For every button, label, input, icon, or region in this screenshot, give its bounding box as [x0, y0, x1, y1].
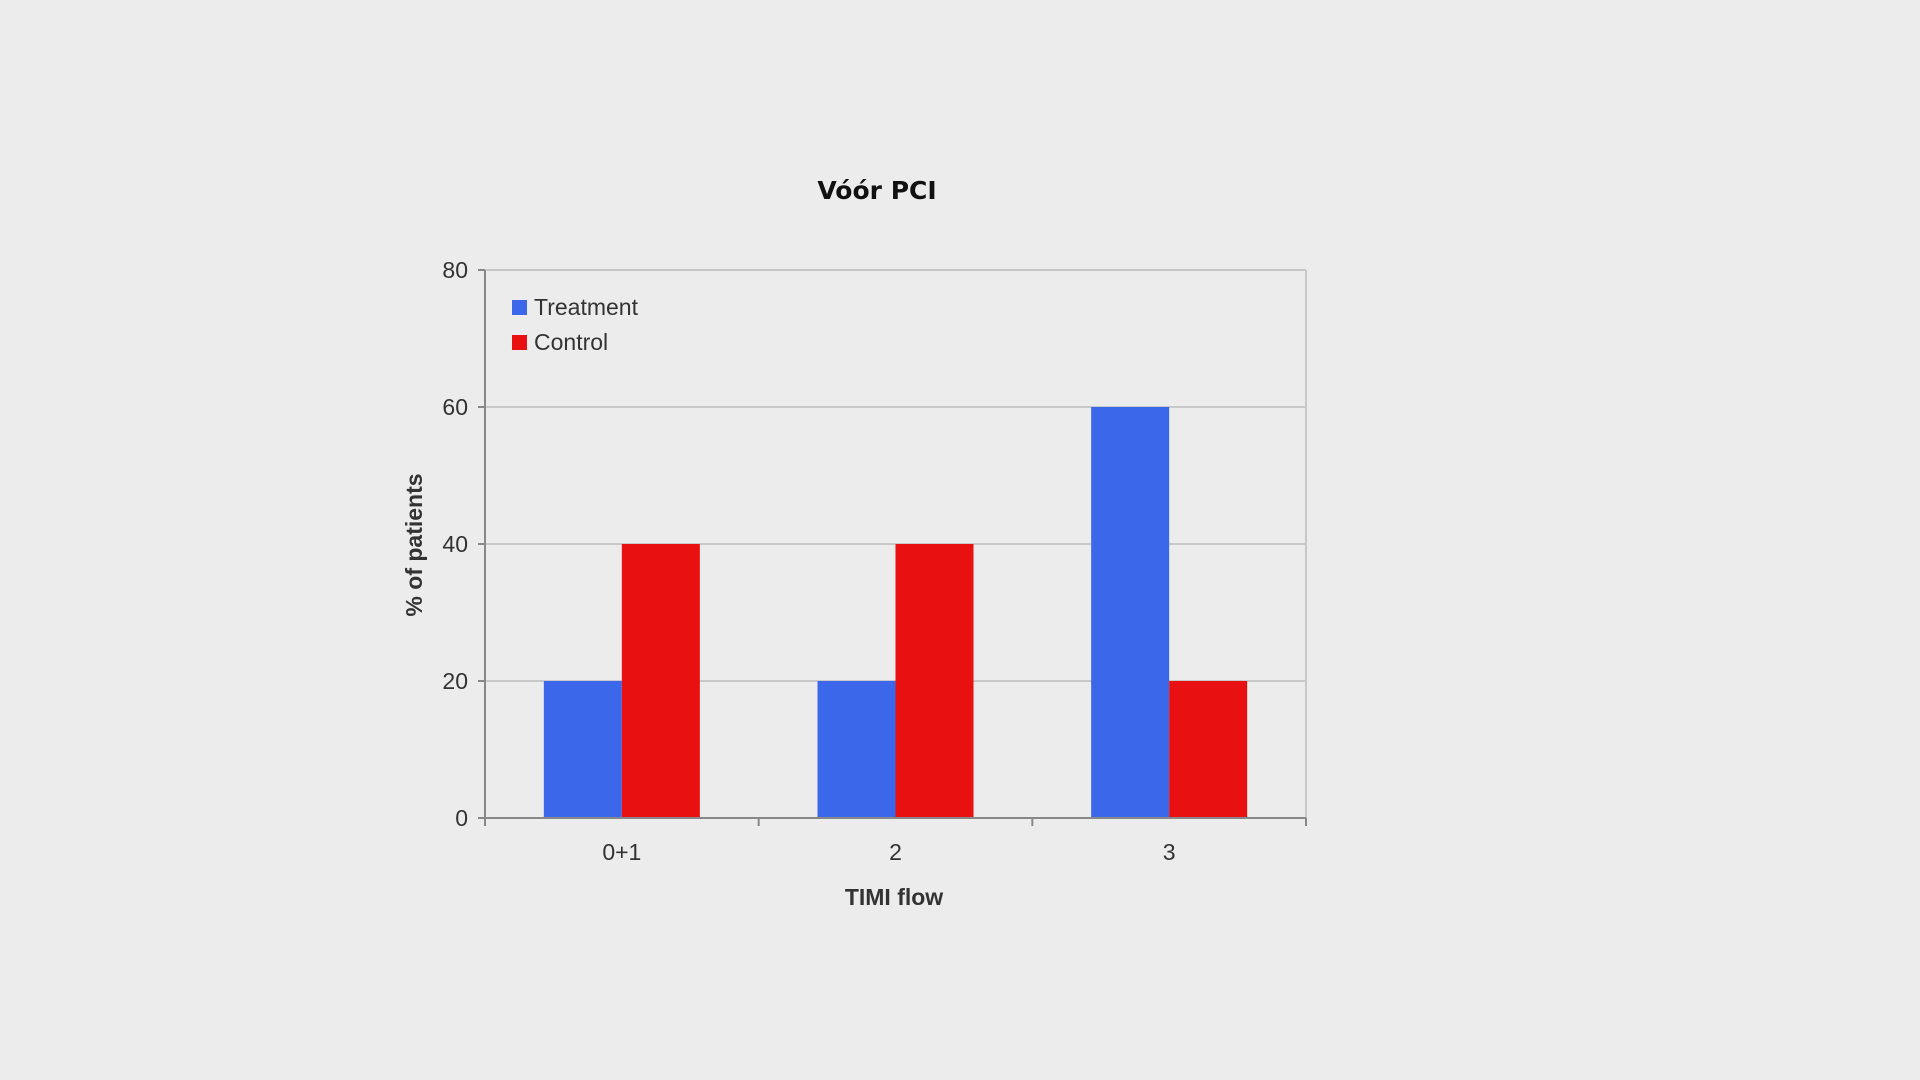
x-tick-label-0: 0+1 — [602, 839, 641, 865]
slide-title: Vóór PCI — [817, 176, 937, 205]
y-axis-title: % of patients — [401, 473, 427, 616]
x-axis-title: TIMI flow — [845, 884, 943, 910]
y-tick-labels: 0 20 40 60 80 — [442, 257, 468, 831]
bar-treatment-1 — [817, 681, 896, 818]
legend-swatch-treatment — [512, 300, 527, 315]
y-tick-label-80: 80 — [442, 257, 468, 283]
legend: Treatment Control — [512, 294, 639, 355]
y-tick-label-20: 20 — [442, 668, 468, 694]
y-tick-label-60: 60 — [442, 394, 468, 420]
legend-label-treatment: Treatment — [534, 294, 639, 320]
bar-control-0 — [621, 544, 700, 818]
bar-treatment-2 — [1091, 407, 1170, 818]
x-tick-label-1: 2 — [889, 839, 902, 865]
y-tick-label-0: 0 — [455, 805, 468, 831]
x-tick-labels: 0+1 2 3 — [602, 839, 1175, 865]
bars — [543, 407, 1248, 818]
legend-label-control: Control — [534, 329, 608, 355]
legend-swatch-control — [512, 335, 527, 350]
y-tick-label-40: 40 — [442, 531, 468, 557]
axes — [478, 269, 1307, 826]
x-tick-label-2: 3 — [1163, 839, 1176, 865]
bar-control-2 — [1169, 681, 1248, 818]
bar-treatment-0 — [543, 681, 622, 818]
bar-control-1 — [895, 544, 974, 818]
